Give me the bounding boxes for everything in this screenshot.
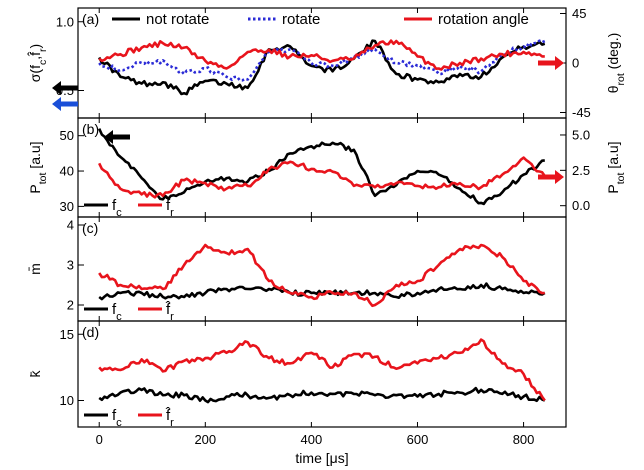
y-tick-label: 4 [67, 218, 74, 233]
legend-label: fc [112, 407, 122, 429]
legend-item: f̂r [138, 407, 174, 429]
x-tick-label: 200 [194, 432, 216, 447]
arrow-left-icon [104, 130, 130, 144]
y2-axis-label: θrot (deg.) [605, 33, 627, 94]
y-tick-label: 10 [60, 393, 74, 408]
y-tick-label: 40 [60, 164, 74, 179]
panel-d: 10 15 (d) k̄ fc f̂r [27, 320, 567, 429]
y-tick-label: 2 [67, 298, 74, 313]
panel-c: 2 3 4 (c) m̄ fc f̂r [27, 216, 567, 323]
series-line-f-r [98, 156, 546, 199]
y-axis-label: m̄ [27, 263, 43, 275]
arrow-left-icon [52, 81, 78, 95]
series-line-f-r [98, 243, 545, 308]
legend-item: rotation angle [404, 11, 529, 28]
legend-label: f̂r [165, 301, 174, 323]
panel-label: (b) [82, 121, 99, 137]
y2-tick-label: 2.5 [572, 163, 590, 178]
y-axis-label: Ptot [a.u] [27, 141, 49, 193]
y-axis-label: k̄ [27, 370, 43, 378]
legend-label: fc [112, 197, 122, 219]
panel-b: 30 40 50 0.0 2.5 5.0 (b) Ptot [a.u] Ptot [a.u] fc… [27, 117, 627, 219]
series-line-rotation-angle [98, 39, 545, 71]
x-tick-label: 800 [513, 432, 535, 447]
arrow-right-icon [538, 56, 564, 70]
legend-label: rotation angle [438, 11, 529, 28]
legend-item: not rotate [112, 11, 209, 28]
y-tick-label: 15 [60, 327, 74, 342]
x-tick-label: 400 [301, 432, 323, 447]
y-tick-label: 50 [60, 128, 74, 143]
y2-tick-label: 5.0 [572, 127, 590, 142]
legend-label: not rotate [146, 11, 209, 28]
legend-label: f̂r [165, 407, 174, 429]
plot-frame [77, 216, 567, 322]
x-axis-label: time [μs] [295, 450, 348, 466]
series-line-not-rotate [98, 39, 546, 96]
y2-tick-label: 0.0 [572, 198, 590, 213]
legend-item: fc [84, 197, 122, 219]
panel-label: (d) [82, 324, 99, 340]
x-tick-label: 0 [96, 432, 103, 447]
y2-axis-label: Ptot [a.u] [605, 141, 627, 193]
y-tick-label: 3 [67, 258, 74, 273]
legend-label: rotate [282, 11, 320, 28]
legend-label: fc [112, 301, 122, 323]
y2-tick-label: -45 [572, 105, 591, 120]
y2-tick-label: 0 [572, 56, 579, 71]
plot-frame [77, 320, 567, 428]
y2-tick-label: 45 [572, 6, 586, 21]
y-tick-label: 30 [60, 199, 74, 214]
panel-label: (c) [82, 220, 98, 236]
legend-item: f̂r [138, 197, 174, 219]
plot-frame [77, 117, 567, 218]
series-line-f-c [98, 386, 546, 404]
y-axis-label: σ(fc,f̂r) [27, 44, 49, 82]
arrow-right-icon [538, 170, 564, 184]
series-line-f-c [98, 128, 545, 206]
series-line-f-r [98, 338, 546, 402]
y-tick-label: 1.0 [56, 14, 74, 29]
x-tick-label: 600 [407, 432, 429, 447]
arrow-left-icon [52, 97, 78, 111]
legend-item: rotate [248, 11, 320, 28]
legend-item: fc [84, 407, 122, 429]
legend-label: f̂r [165, 197, 174, 219]
panel-label: (a) [82, 11, 99, 27]
legend-item: fc [84, 301, 122, 323]
legend-item: f̂r [138, 301, 174, 323]
